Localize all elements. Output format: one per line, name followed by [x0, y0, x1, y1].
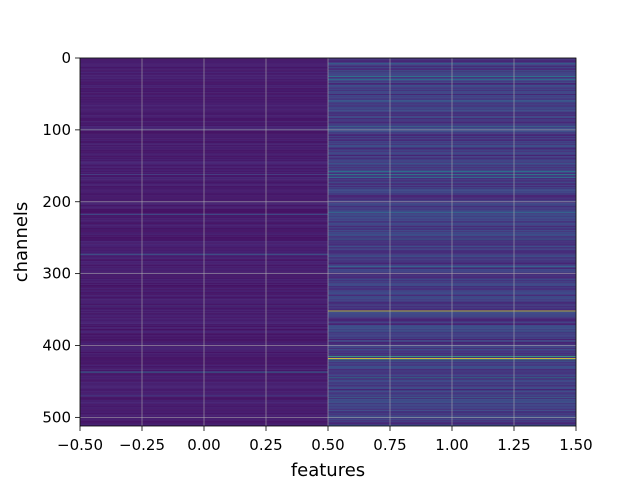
x-tick-label: 1.00	[435, 436, 468, 454]
y-tick-label: 0	[61, 49, 71, 67]
y-tick-label: 100	[42, 121, 71, 139]
y-axis-ticks: 0 100 200 300 400 500	[42, 49, 80, 426]
y-tick-label: 200	[42, 193, 71, 211]
x-tick-label: 0.50	[311, 436, 344, 454]
x-tick-label: 0.00	[187, 436, 220, 454]
x-tick-label: 0.75	[373, 436, 406, 454]
y-tick-label: 500	[42, 408, 71, 426]
x-axis-label: features	[291, 460, 365, 480]
y-tick-label: 300	[42, 265, 71, 283]
y-axis-label: channels	[11, 202, 32, 283]
x-tick-label: −0.50	[57, 436, 103, 454]
y-tick-label: 400	[42, 337, 71, 355]
x-tick-label: 1.25	[497, 436, 530, 454]
x-tick-label: −0.25	[119, 436, 165, 454]
x-tick-label: 0.25	[249, 436, 282, 454]
x-tick-label: 1.50	[559, 436, 592, 454]
x-axis-ticks: −0.50 −0.25 0.00 0.25 0.50 0.75 1.00 1.25 1.50	[57, 426, 593, 454]
